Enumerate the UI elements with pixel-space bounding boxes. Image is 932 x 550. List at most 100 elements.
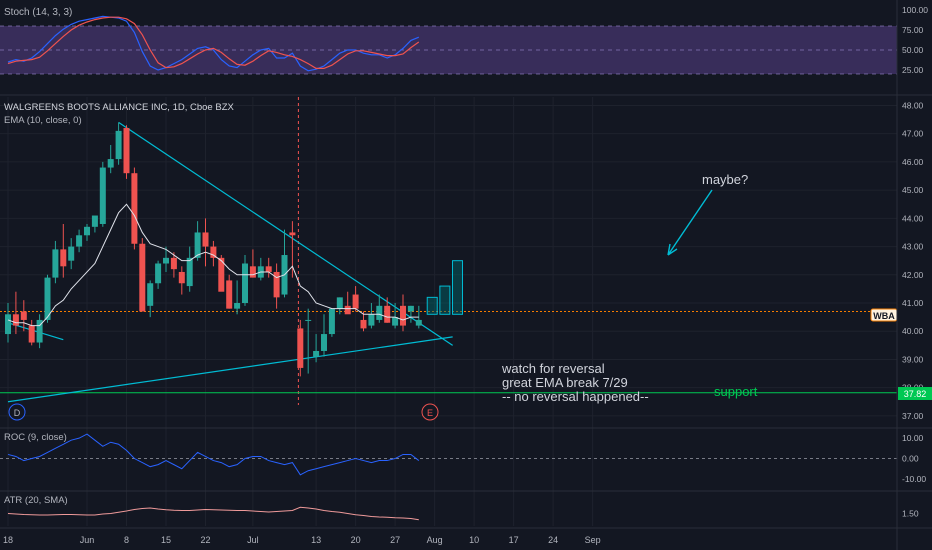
candle-body xyxy=(202,232,209,247)
candle-body xyxy=(91,215,98,227)
earnings-event-label: E xyxy=(427,408,433,418)
candle-body xyxy=(368,314,375,326)
annotation-arrow xyxy=(667,189,713,256)
support-tag: 37.82 xyxy=(904,389,927,399)
price-tick-label: 39.00 xyxy=(902,354,924,364)
candle-body xyxy=(407,305,414,312)
candle-body xyxy=(210,246,217,258)
time-axis[interactable]: 18 Jun 8 15 22 Jul 13 20 27 Aug 10 17 24 Sep xyxy=(3,535,601,545)
candle-body xyxy=(163,257,169,264)
stoch-d-line xyxy=(7,16,420,70)
candle-body xyxy=(336,297,343,309)
roc-label: ROC (9, close) xyxy=(4,432,67,443)
stoch-tick-label: 75.00 xyxy=(902,25,924,35)
candle-body xyxy=(99,167,106,224)
candle-body xyxy=(131,173,138,244)
atr-axis: 1.50 xyxy=(902,509,919,519)
price-tick-label: 47.00 xyxy=(902,129,924,139)
candle-body xyxy=(415,319,422,326)
support-tag-bg xyxy=(898,387,932,400)
candle-body xyxy=(12,314,19,326)
time-tick-label: 10 xyxy=(469,535,479,545)
candle-body xyxy=(376,305,383,320)
price-tick-label: 45.00 xyxy=(902,185,924,195)
price-tick-label: 41.00 xyxy=(902,298,924,308)
candle-body xyxy=(155,263,162,284)
candle-body xyxy=(194,232,201,258)
trendline xyxy=(118,121,453,346)
price-tick-label: 37.00 xyxy=(902,411,924,421)
annotation-ema-break: great EMA break 7/29 xyxy=(502,375,628,390)
roc-tick-label: -10.00 xyxy=(902,474,926,484)
projected-boxes xyxy=(426,260,464,315)
main-title: WALGREENS BOOTS ALLIANCE INC, 1D, Cboe B… xyxy=(4,102,234,113)
time-tick-label: 24 xyxy=(548,535,558,545)
price-tick-label: 43.00 xyxy=(902,242,924,252)
trendline xyxy=(7,336,453,403)
stoch-pane[interactable]: Stoch (14, 3, 3) 100.00 75.00 50.00 25.00 xyxy=(0,5,928,75)
candle-body xyxy=(328,308,335,335)
symbol-tag: WBA xyxy=(873,311,895,321)
atr-line xyxy=(7,506,419,521)
time-tick-label: 13 xyxy=(311,535,321,545)
candle-body xyxy=(400,305,406,326)
stoch-label: Stoch (14, 3, 3) xyxy=(4,7,72,18)
stoch-tick-label: 100.00 xyxy=(902,5,928,15)
dividend-event-label: D xyxy=(14,408,21,418)
annotation-maybe: maybe? xyxy=(702,172,748,187)
time-tick-label: 27 xyxy=(390,535,400,545)
candle-body xyxy=(76,235,83,247)
time-tick-label: Jun xyxy=(80,535,95,545)
candle-body xyxy=(36,319,43,343)
candle-body xyxy=(305,319,312,321)
ema-label: EMA (10, close, 0) xyxy=(4,115,82,126)
candle-body xyxy=(313,350,320,357)
candle-body xyxy=(139,243,146,312)
atr-pane[interactable]: ATR (20, SMA) 1.50 xyxy=(4,495,919,521)
annotation-support: support xyxy=(714,384,758,399)
time-tick-label: Jul xyxy=(247,535,259,545)
roc-axis: 10.00 0.00 -10.00 xyxy=(902,433,926,484)
atr-label: ATR (20, SMA) xyxy=(4,495,68,506)
price-tick-label: 44.00 xyxy=(902,213,924,223)
candle-body xyxy=(297,328,304,368)
candle-body xyxy=(321,334,327,351)
candles xyxy=(5,122,422,377)
candle-body xyxy=(28,325,35,343)
price-tick-label: 40.00 xyxy=(902,326,924,336)
time-tick-label: 18 xyxy=(3,535,13,545)
candle-body xyxy=(186,257,193,287)
atr-tick-label: 1.50 xyxy=(902,509,919,519)
candle-body xyxy=(352,294,359,309)
candle-body xyxy=(107,159,114,168)
candle-body xyxy=(392,317,399,326)
candle-body xyxy=(242,263,248,304)
stoch-guides xyxy=(0,25,897,75)
time-tick-label: 20 xyxy=(351,535,361,545)
roc-pane[interactable]: ROC (9, close) 10.00 0.00 -10.00 xyxy=(0,432,926,484)
candle-body xyxy=(115,130,122,160)
candle-body xyxy=(289,232,296,236)
projected-box xyxy=(426,296,438,315)
price-grid xyxy=(0,97,897,526)
candle-body xyxy=(226,280,233,309)
ema-line xyxy=(7,203,419,327)
candle-body xyxy=(360,319,367,329)
time-tick-label: 22 xyxy=(200,535,210,545)
price-tick-label: 48.00 xyxy=(902,100,924,110)
roc-tick-label: 10.00 xyxy=(902,433,924,443)
dividend-event-icon[interactable] xyxy=(8,403,26,421)
candle-body xyxy=(5,314,11,335)
projected-box xyxy=(439,285,451,315)
price-tick-label: 46.00 xyxy=(902,157,924,167)
candle-body xyxy=(20,311,27,320)
candle-body xyxy=(123,128,130,174)
stoch-tick-label: 25.00 xyxy=(902,65,924,75)
roc-tick-label: 0.00 xyxy=(902,454,919,464)
price-pane[interactable]: 48.00 47.00 46.00 45.00 44.00 43.00 42.00 41.00… xyxy=(0,97,932,526)
candle-body xyxy=(68,246,75,261)
earnings-event-icon[interactable] xyxy=(421,403,439,421)
time-tick-label: 15 xyxy=(161,535,171,545)
candle-body xyxy=(218,257,225,292)
